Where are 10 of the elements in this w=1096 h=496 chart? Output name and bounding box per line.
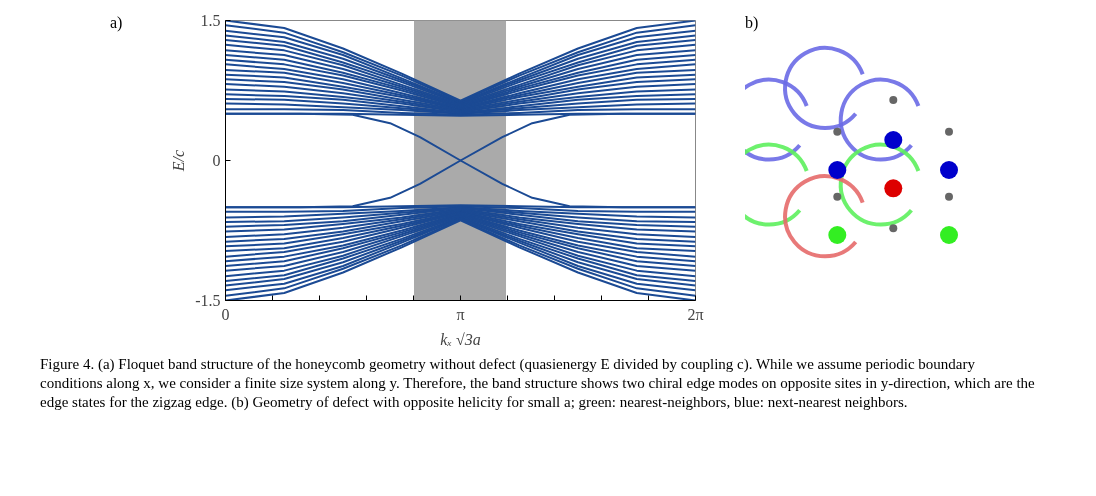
y-tick-label: -1.5 xyxy=(195,292,221,309)
caption: Figure 4. (a) Floquet band structure of the honeycomb geometry without defect (quasienergy E divided by coupling c). While we assume periodic boundary conditions along x, we consider a finite size system along y. Therefore, the band structure shows two chiral edge modes on opposite sites in y-direction, which are the edge states for the zigzag edge. (b) Geometry of defect with opposite helicity for small a; green: nearest-neighbors, blue: next-nearest neighbors. xyxy=(40,355,1036,412)
y-tick-label: 0 xyxy=(212,152,221,169)
text: b) xyxy=(745,13,760,34)
x-axis-title: kₓ √3a xyxy=(440,330,481,348)
x-tick-label: 2π xyxy=(687,305,704,323)
y-axis-title: E/c xyxy=(170,149,188,173)
x-tick-label: π xyxy=(456,305,465,323)
y-tick-label: 1.5 xyxy=(200,12,221,29)
text: a) xyxy=(110,13,123,34)
